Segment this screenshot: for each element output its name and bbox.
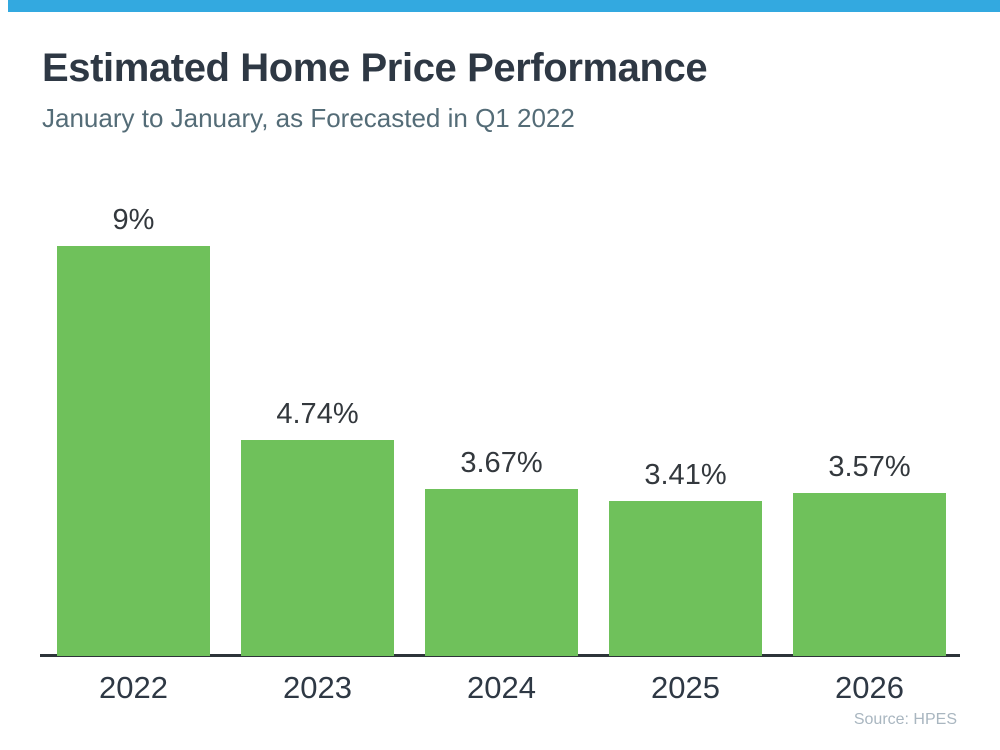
page-subtitle: January to January, as Forecasted in Q1 … <box>42 103 575 133</box>
value-label-2025: 3.41% <box>644 459 727 491</box>
page-title: Estimated Home Price Performance <box>42 46 708 90</box>
value-label-2023: 4.74% <box>276 398 359 430</box>
category-label-2026: 2026 <box>835 670 904 705</box>
value-label-2024: 3.67% <box>460 447 543 479</box>
bar-2022 <box>57 246 210 656</box>
source-note: Source: HPES <box>853 711 957 728</box>
bar-2026 <box>793 493 946 656</box>
bar-2023 <box>241 440 394 656</box>
bar-2025 <box>609 501 762 656</box>
value-label-2022: 9% <box>112 204 155 236</box>
bar-2024 <box>425 489 578 656</box>
category-label-2024: 2024 <box>467 670 536 705</box>
category-label-2022: 2022 <box>99 670 168 705</box>
category-label-2023: 2023 <box>283 670 352 705</box>
value-label-2026: 3.57% <box>828 451 911 483</box>
top-accent-bar <box>8 0 1000 12</box>
category-label-2025: 2025 <box>651 670 720 705</box>
